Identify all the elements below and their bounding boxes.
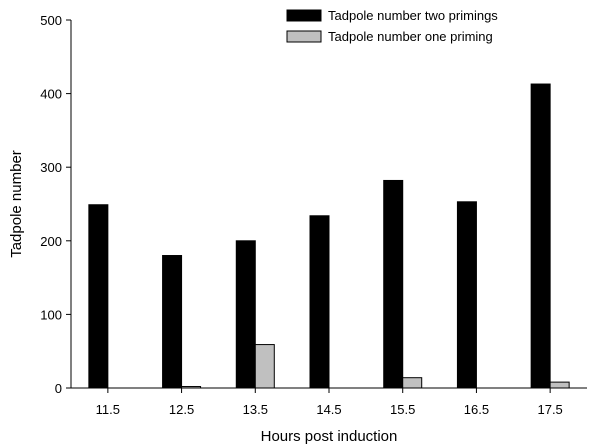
bar-two-primings xyxy=(383,179,404,389)
x-tick-label: 12.5 xyxy=(169,402,194,417)
x-tick-label: 11.5 xyxy=(96,402,120,417)
y-ticks-group: 0 100 200 300 400 500 xyxy=(40,13,71,396)
legend-swatch-one-priming xyxy=(286,30,322,43)
bar-one-priming xyxy=(549,381,570,389)
y-axis-title: Tadpole number xyxy=(8,150,25,258)
bar-two-primings xyxy=(456,201,477,389)
bar-one-priming xyxy=(402,377,423,389)
y-tick-label: 0 xyxy=(55,381,62,396)
x-tick-label: 17.5 xyxy=(537,402,562,417)
y-tick-label: 200 xyxy=(40,234,62,249)
bar-two-primings xyxy=(235,240,256,389)
bar-two-primings xyxy=(88,204,109,389)
legend-label-two-primings: Tadpole number two primings xyxy=(328,8,498,23)
y-tick-label: 500 xyxy=(40,13,62,28)
y-tick-label: 300 xyxy=(40,160,62,175)
x-tick-label: 15.5 xyxy=(390,402,415,417)
x-tick-label: 13.5 xyxy=(243,402,268,417)
y-tick-label: 400 xyxy=(40,87,62,102)
legend-swatch-two-primings xyxy=(286,9,322,22)
bar-two-primings xyxy=(530,83,551,389)
bar-two-primings xyxy=(309,215,330,389)
y-tick-label: 100 xyxy=(40,307,62,322)
x-tick-label: 14.5 xyxy=(316,402,341,417)
bar-one-priming xyxy=(254,344,275,389)
x-ticks-group: 11.5 12.5 13.5 14.5 15.5 16.5 17.5 xyxy=(96,388,563,417)
bar-two-primings xyxy=(162,255,183,389)
x-axis-title: Hours post induction xyxy=(261,428,398,445)
legend: Tadpole number two primings Tadpole numb… xyxy=(286,8,498,44)
x-tick-label: 16.5 xyxy=(464,402,489,417)
bars-group xyxy=(88,83,570,389)
legend-label-one-priming: Tadpole number one priming xyxy=(328,29,493,44)
